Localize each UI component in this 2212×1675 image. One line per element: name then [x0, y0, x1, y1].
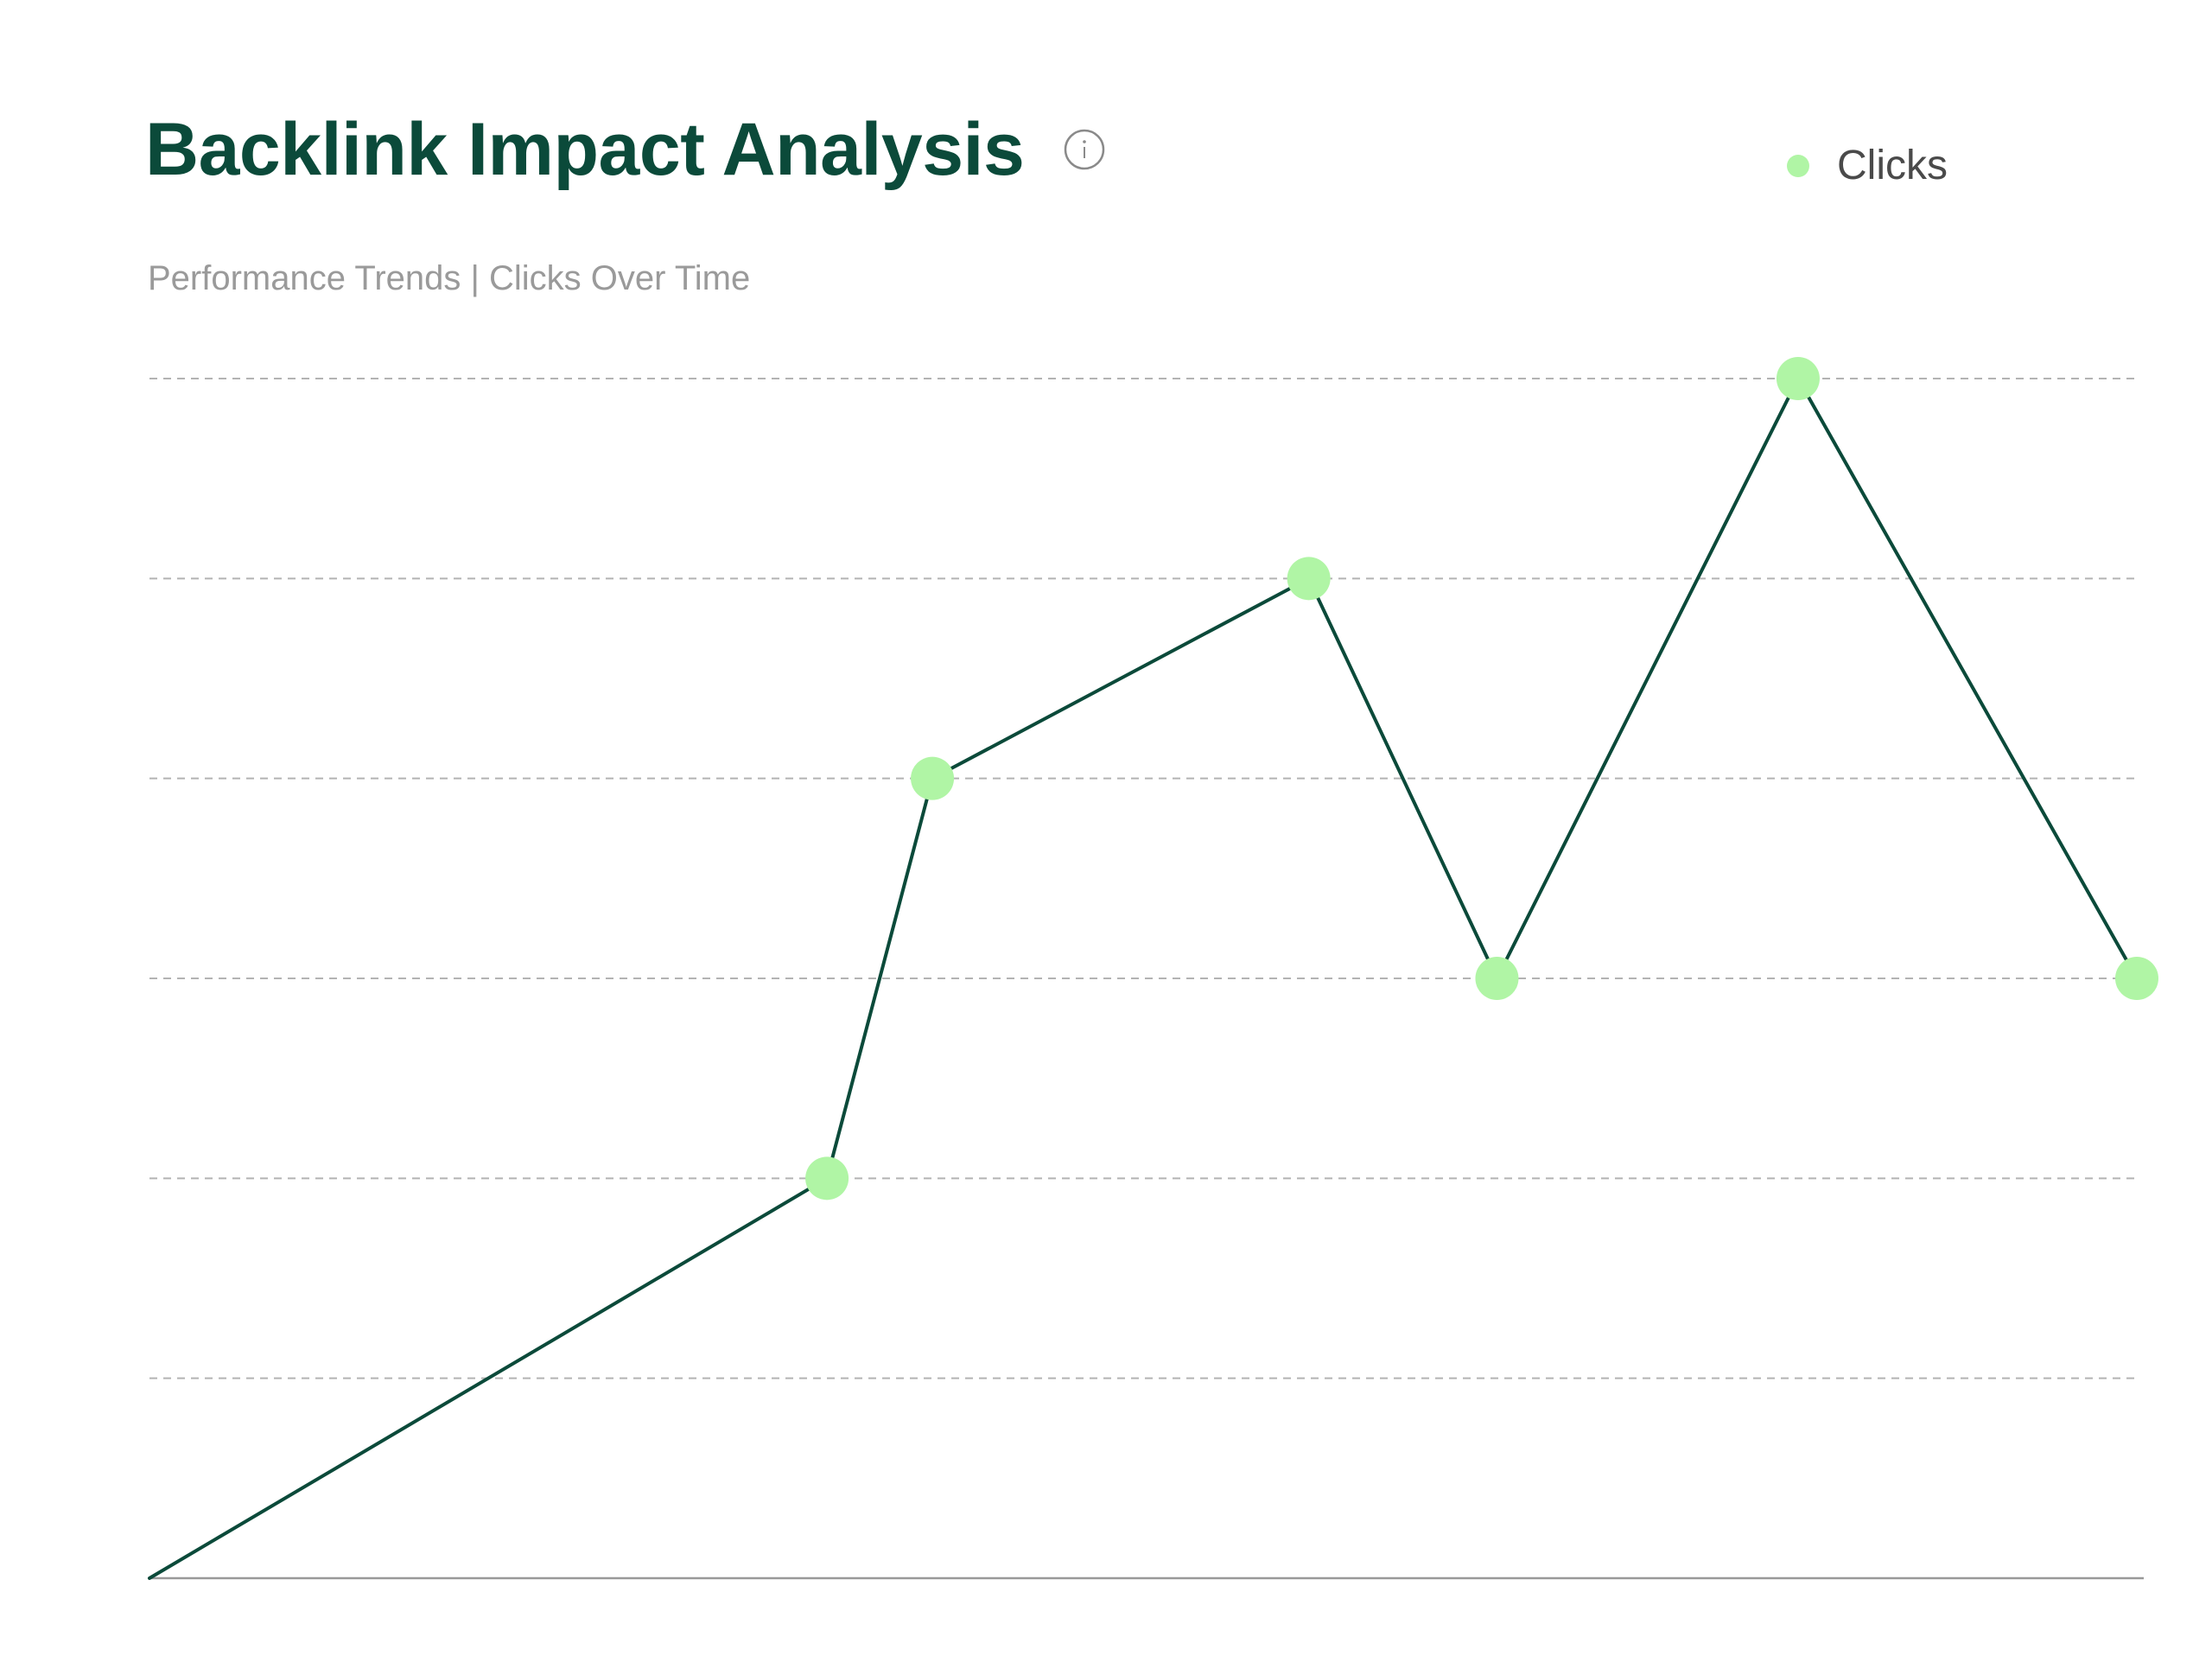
- chart-header: Backlink Impact Analysis: [145, 112, 1105, 187]
- legend-label-clicks: Clicks: [1837, 143, 1948, 188]
- data-point: [805, 1156, 849, 1201]
- legend-swatch-clicks: [1787, 154, 1809, 177]
- data-point: [1776, 357, 1820, 400]
- data-point: [2115, 957, 2158, 1000]
- chart-title: Backlink Impact Analysis: [145, 108, 1025, 191]
- chart-legend[interactable]: Clicks: [1787, 142, 1948, 189]
- data-point: [911, 756, 955, 800]
- chart-subtitle: Performance Trends | Clicks Over Time: [148, 259, 751, 297]
- data-point: [1475, 957, 1519, 1000]
- data-point: [1287, 557, 1331, 601]
- info-circle-icon[interactable]: [1064, 129, 1105, 170]
